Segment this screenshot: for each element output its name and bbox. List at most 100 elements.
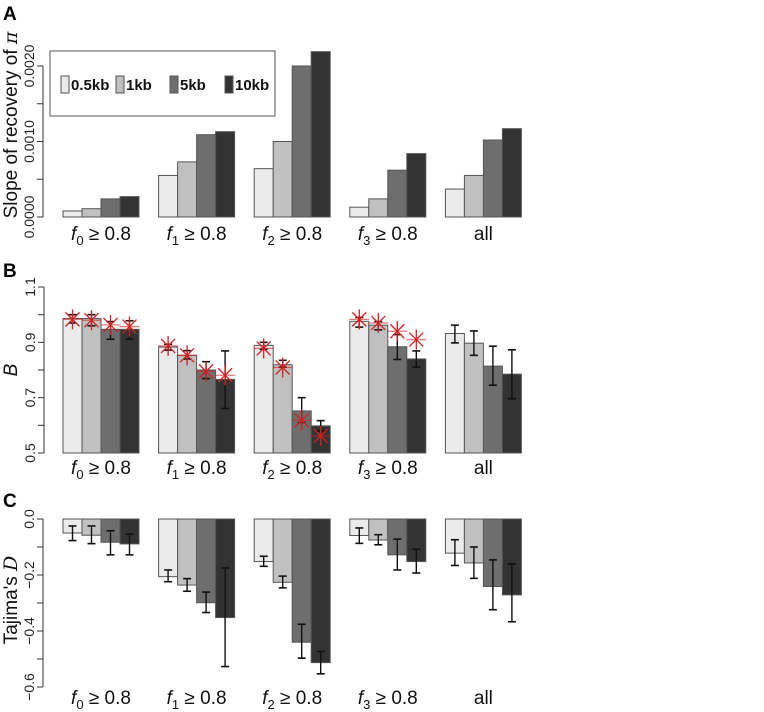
bar-0.5kb bbox=[444, 332, 465, 454]
bar-1kb bbox=[272, 141, 293, 218]
star-marker bbox=[196, 361, 217, 382]
star-marker bbox=[158, 335, 179, 356]
bar-0.5kb bbox=[349, 206, 370, 218]
category-label: all bbox=[474, 224, 493, 245]
category-sub: 1 bbox=[172, 233, 179, 248]
y-tick-label: 0.0 bbox=[21, 509, 37, 529]
bar-0.5kb bbox=[253, 168, 274, 218]
y-axis-label-symbol: π bbox=[0, 31, 22, 45]
y-axis-label-text: B bbox=[1, 363, 22, 376]
category-label: f0 ≥ 0.8 bbox=[71, 688, 131, 712]
y-tick-label: 0.0010 bbox=[21, 120, 37, 163]
star-arm bbox=[103, 317, 118, 333]
category-sub: 0 bbox=[76, 697, 83, 712]
category-text: ≥ 0.8 bbox=[370, 688, 417, 709]
category-var: f bbox=[262, 458, 269, 479]
star-marker bbox=[310, 425, 331, 446]
star-arm bbox=[198, 363, 214, 379]
category-label: f1 ≥ 0.8 bbox=[167, 688, 227, 712]
bar-0.5kb bbox=[158, 174, 179, 218]
legend-label: 1kb bbox=[126, 77, 152, 94]
category-var: f bbox=[71, 688, 78, 709]
category-text: ≥ 0.8 bbox=[179, 688, 226, 709]
star-arm bbox=[275, 360, 291, 375]
bar-0.5kb bbox=[253, 518, 274, 563]
category-var: f bbox=[167, 224, 174, 245]
category-label: f3 ≥ 0.8 bbox=[358, 688, 418, 712]
category-var: f bbox=[71, 224, 78, 245]
category-label: f3 ≥ 0.8 bbox=[358, 458, 418, 482]
legend-label: 0.5kb bbox=[71, 77, 109, 94]
star-marker bbox=[406, 329, 427, 350]
category-var: f bbox=[262, 224, 269, 245]
y-axis-label-text: Slope of recovery of bbox=[1, 44, 22, 218]
category-var: f bbox=[71, 458, 78, 479]
bar-1kb bbox=[368, 324, 389, 454]
category-text: ≥ 0.8 bbox=[84, 688, 131, 709]
star-marker bbox=[368, 312, 389, 333]
y-axis-label: Tajima's D bbox=[0, 556, 22, 645]
bar-10kb bbox=[501, 128, 522, 218]
legend-swatch bbox=[169, 75, 179, 94]
y-tick-label: 1.1 bbox=[22, 277, 38, 297]
bar-0.5kb bbox=[62, 318, 83, 454]
category-label: f0 ≥ 0.8 bbox=[71, 458, 131, 482]
bar-5kb bbox=[196, 134, 217, 218]
star-marker bbox=[387, 321, 408, 342]
category-var: f bbox=[358, 458, 365, 479]
bar-5kb bbox=[291, 65, 312, 218]
bar-10kb bbox=[310, 51, 331, 218]
bar-5kb bbox=[100, 198, 121, 218]
bar-1kb bbox=[272, 364, 293, 454]
bar-0.5kb bbox=[253, 344, 274, 454]
panel-label: B bbox=[3, 261, 17, 282]
bar-10kb bbox=[310, 518, 331, 664]
star-marker bbox=[272, 357, 293, 378]
bar-10kb bbox=[406, 153, 427, 218]
category-label: f2 ≥ 0.8 bbox=[262, 224, 322, 248]
star-marker bbox=[100, 314, 121, 335]
category-sub: 1 bbox=[172, 467, 179, 482]
bar-1kb bbox=[177, 518, 198, 586]
y-tick-label: 0.7 bbox=[22, 388, 38, 408]
category-sub: 2 bbox=[268, 697, 275, 712]
legend-label: 10kb bbox=[235, 77, 269, 94]
legend: 0.5kb 1kb 5kb 10kb bbox=[49, 50, 276, 117]
legend-box bbox=[49, 50, 276, 117]
category-label: f1 ≥ 0.8 bbox=[167, 224, 227, 248]
category-label: f3 ≥ 0.8 bbox=[358, 224, 418, 248]
category-sub: 3 bbox=[363, 697, 370, 712]
bar-1kb bbox=[463, 342, 484, 454]
bar-1kb bbox=[272, 518, 293, 583]
bar-1kb bbox=[177, 354, 198, 454]
category-sub: 1 bbox=[172, 697, 179, 712]
star-marker bbox=[253, 338, 274, 359]
bar-0.5kb bbox=[158, 346, 179, 454]
category-label: all bbox=[474, 458, 493, 479]
star-marker bbox=[291, 410, 312, 431]
y-tick-label: 0.0000 bbox=[21, 195, 37, 238]
bar-0.5kb bbox=[62, 210, 83, 218]
star-arm bbox=[65, 311, 80, 327]
category-text: ≥ 0.8 bbox=[84, 224, 131, 245]
category-var: f bbox=[167, 458, 174, 479]
category-text: ≥ 0.8 bbox=[179, 224, 226, 245]
y-axis-label-text: Tajima's bbox=[1, 571, 22, 644]
legend-swatch bbox=[224, 75, 234, 94]
category-sub: 2 bbox=[268, 467, 275, 482]
star-arm bbox=[84, 312, 99, 328]
star-arm bbox=[389, 323, 405, 339]
bar-5kb bbox=[387, 169, 408, 218]
category-label: f0 ≥ 0.8 bbox=[71, 224, 131, 248]
y-tick-label: 0.0020 bbox=[21, 44, 37, 87]
category-text: all bbox=[474, 458, 493, 479]
category-sub: 3 bbox=[363, 467, 370, 482]
bar-5kb bbox=[387, 346, 408, 454]
y-axis-label: Slope of recovery of π bbox=[0, 31, 22, 218]
bar-10kb bbox=[406, 358, 427, 454]
star-marker bbox=[177, 345, 198, 366]
legend-swatch bbox=[115, 75, 125, 94]
bar-1kb bbox=[463, 174, 484, 218]
